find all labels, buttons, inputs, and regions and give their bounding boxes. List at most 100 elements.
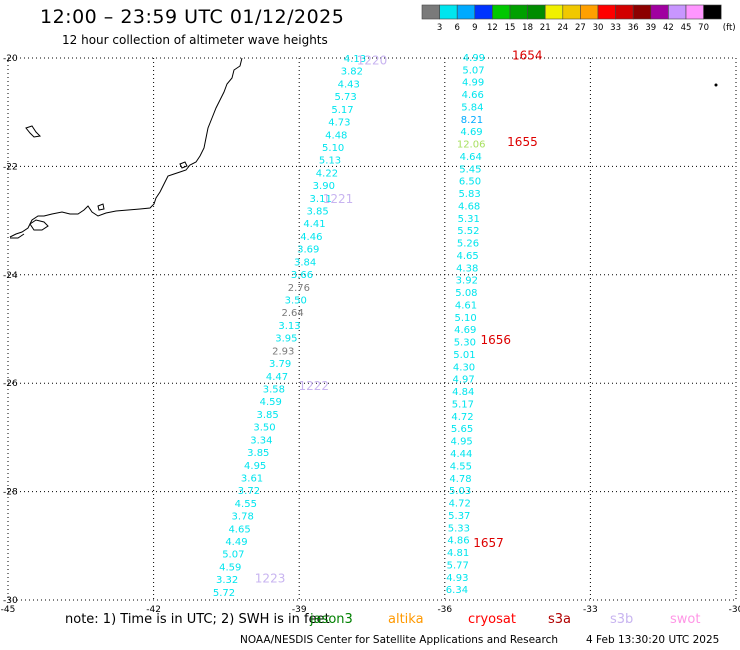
wave-height-value: 12.06 bbox=[457, 140, 486, 151]
wave-height-value: 4.97 bbox=[453, 375, 475, 386]
colorbar-swatch bbox=[527, 4, 546, 20]
y-tick-label: -30 bbox=[3, 596, 18, 606]
pass-labels: 1220 1221 1222 1223 1654 1655 1656 1657 bbox=[255, 48, 543, 585]
track-east: 4.995.074.994.665.848.214.6912.064.645.4… bbox=[446, 53, 486, 596]
grid bbox=[7, 57, 737, 601]
colorbar-tick: 12 bbox=[487, 23, 498, 33]
wave-height-value: 3.58 bbox=[263, 384, 285, 395]
wave-height-value: 4.65 bbox=[456, 251, 478, 262]
coastline-lagoon-2 bbox=[10, 233, 25, 239]
wave-height-value: 5.10 bbox=[322, 143, 344, 154]
wave-height-value: 3.85 bbox=[247, 448, 269, 459]
wave-height-value: 4.43 bbox=[338, 79, 360, 90]
wave-height-value: 4.99 bbox=[463, 53, 485, 64]
wave-height-value: 3.79 bbox=[269, 359, 291, 370]
wave-height-value: 5.73 bbox=[335, 92, 357, 103]
colorbar-swatch bbox=[474, 4, 493, 20]
axis-ticks: -45 -42 -39 -36 -33 -30 -20 -22 -24 -26 -28 -30 bbox=[1, 54, 740, 615]
colorbar-swatch bbox=[668, 4, 687, 20]
wave-height-value: 3.69 bbox=[297, 245, 319, 256]
wave-height-value: 4.59 bbox=[260, 397, 282, 408]
coastline bbox=[9, 57, 718, 239]
satellite-legend-s3a: s3a bbox=[548, 612, 572, 627]
wave-height-value: 4.49 bbox=[225, 537, 247, 548]
wave-height-value: 3.92 bbox=[456, 276, 478, 287]
plot-frame bbox=[7, 57, 737, 601]
colorbar-tick: 6 bbox=[454, 23, 459, 33]
satellite-legend-cryosat: cryosat bbox=[468, 612, 516, 627]
wave-height-value: 4.55 bbox=[450, 461, 472, 472]
wave-height-value: 3.78 bbox=[232, 512, 254, 523]
wave-height-value: 4.59 bbox=[219, 562, 241, 573]
colorbar-swatch bbox=[632, 4, 652, 20]
x-tick-label: -33 bbox=[583, 605, 598, 615]
pass-label: 1221 bbox=[323, 192, 354, 206]
wave-height-value: 3.66 bbox=[291, 270, 313, 281]
wave-height-value: 4.22 bbox=[316, 168, 338, 179]
track-west: 4.13 3.824.43 5.73 5.17 4.734.48 5.10 5.134.22… bbox=[213, 54, 366, 599]
colorbar-tick: 42 bbox=[663, 23, 674, 33]
wave-height-value: 5.77 bbox=[447, 560, 469, 571]
wave-height-value: 4.44 bbox=[450, 449, 472, 460]
colorbar-tick: 24 bbox=[557, 23, 568, 33]
satellite-legend-swot: swot bbox=[670, 612, 701, 627]
wave-height-value: 3.13 bbox=[278, 321, 300, 332]
wave-height-value: 5.65 bbox=[451, 424, 473, 435]
colorbar-tick: 27 bbox=[575, 23, 586, 33]
colorbar-unit: (ft) bbox=[723, 23, 736, 33]
colorbar-swatch bbox=[685, 4, 704, 20]
wave-height-value: 3.84 bbox=[294, 257, 316, 268]
wave-height-value: 5.30 bbox=[454, 338, 476, 349]
wave-height-value: 3.11 bbox=[310, 194, 332, 205]
wave-height-value: 5.33 bbox=[448, 523, 470, 534]
wave-height-value: 5.31 bbox=[458, 214, 480, 225]
colorbar-swatch bbox=[703, 4, 722, 20]
wave-height-value: 3.32 bbox=[216, 575, 238, 586]
colorbar-tick: 21 bbox=[540, 23, 551, 33]
wave-height-value: 4.55 bbox=[235, 499, 257, 510]
wave-height-value: 4.93 bbox=[446, 573, 468, 584]
colorbar-swatch bbox=[421, 4, 440, 20]
footer-timestamp: 4 Feb 13:30:20 UTC 2025 bbox=[586, 634, 720, 646]
colorbar-tick: 30 bbox=[593, 23, 604, 33]
wave-height-value: 4.72 bbox=[451, 412, 473, 423]
wave-height-value: 5.03 bbox=[449, 486, 471, 497]
wave-height-value: 5.52 bbox=[457, 226, 479, 237]
colorbar: 3 6 9 12 15 18 21 24 27 30 33 36 39 42 45 70 (ft) bbox=[421, 4, 736, 33]
colorbar-swatch bbox=[439, 4, 458, 20]
wave-height-value: 4.61 bbox=[455, 300, 477, 311]
wave-height-value: 4.38 bbox=[456, 263, 478, 274]
wave-height-value: 4.69 bbox=[460, 127, 482, 138]
pass-label: 1222 bbox=[298, 379, 329, 393]
wave-height-value: 3.50 bbox=[253, 423, 275, 434]
wave-height-value: 5.26 bbox=[457, 239, 479, 250]
wave-height-value: 3.82 bbox=[341, 67, 363, 78]
wave-height-value: 4.84 bbox=[452, 387, 474, 398]
coastline-island-2 bbox=[25, 125, 42, 138]
wave-height-value: 6.50 bbox=[459, 177, 481, 188]
wave-height-value: 3.50 bbox=[285, 296, 307, 307]
colorbar-tick: 15 bbox=[505, 23, 516, 33]
colorbar-swatch bbox=[580, 4, 599, 20]
y-tick-label: -22 bbox=[3, 162, 18, 172]
wave-height-value: 5.84 bbox=[461, 102, 483, 113]
wave-height-value: 5.17 bbox=[331, 105, 353, 116]
wave-height-value: 4.99 bbox=[462, 78, 484, 89]
wave-height-value: 2.76 bbox=[288, 283, 310, 294]
colorbar-swatch bbox=[544, 4, 564, 20]
wave-height-value: 2.64 bbox=[281, 308, 303, 319]
wave-height-value: 3.90 bbox=[313, 181, 335, 192]
wave-height-value: 4.73 bbox=[328, 118, 350, 129]
wave-height-value: 2.93 bbox=[272, 346, 294, 357]
wave-height-value: 3.34 bbox=[250, 435, 272, 446]
colorbar-tick: 45 bbox=[681, 23, 692, 33]
x-tick-label: -45 bbox=[1, 605, 16, 615]
colorbar-tick: 3 bbox=[437, 23, 442, 33]
wave-height-value: 5.08 bbox=[455, 288, 477, 299]
colorbar-tick: 33 bbox=[610, 23, 621, 33]
pass-label: 1220 bbox=[357, 54, 388, 68]
pass-label: 1223 bbox=[255, 571, 286, 585]
pass-label: 1654 bbox=[512, 48, 543, 62]
colorbar-swatch bbox=[492, 4, 511, 20]
